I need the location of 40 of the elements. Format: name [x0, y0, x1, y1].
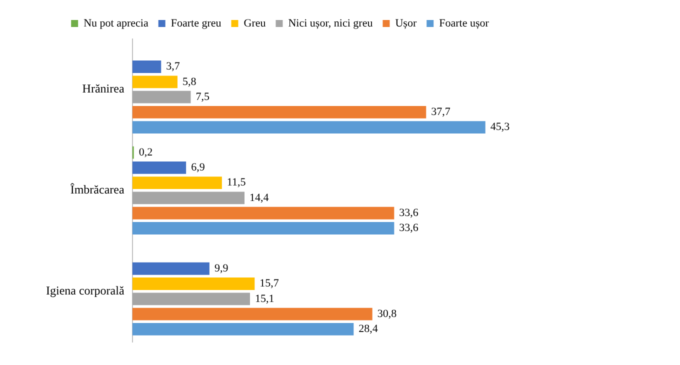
bar [132, 106, 426, 118]
bar [132, 322, 354, 336]
data-label: 3,7 [166, 60, 180, 73]
data-label: 7,5 [196, 90, 210, 103]
data-label: 11,5 [226, 176, 246, 189]
bar [132, 222, 394, 234]
data-label: 33,6 [399, 222, 419, 234]
legend-label: Ușor [395, 17, 417, 30]
legend-label: Nu pot aprecia [84, 17, 148, 30]
legend-label: Foarte greu [170, 17, 222, 30]
bar [132, 206, 394, 220]
data-label: 6,9 [191, 162, 206, 174]
data-label: 33,6 [399, 207, 419, 219]
bar [132, 60, 162, 73]
data-label: 28,4 [358, 323, 378, 336]
data-label: 14,4 [250, 192, 270, 204]
bar [132, 278, 255, 290]
legend-label: Nici ușor, nici greu [288, 17, 374, 30]
data-label: 37,7 [431, 106, 451, 118]
data-label: 45,3 [490, 121, 510, 134]
bar [132, 121, 486, 134]
bar [132, 308, 372, 320]
data-label: 9,9 [214, 262, 229, 275]
bar [132, 192, 245, 204]
data-label: 0,2 [138, 146, 153, 158]
bar [132, 161, 186, 174]
data-label: 15,1 [254, 292, 274, 305]
bar [132, 262, 210, 275]
bar [132, 76, 178, 88]
data-label: 5,8 [182, 76, 197, 88]
legend-label: Greu [244, 17, 266, 30]
bar [132, 176, 222, 190]
data-label: 30,8 [377, 308, 398, 320]
data-label: 15,7 [260, 278, 280, 290]
y-tick-label: Igiena corporală [46, 283, 125, 298]
bar [132, 90, 191, 104]
y-tick-label: Hrănirea [82, 82, 125, 96]
y-tick-label: Îmbrăcarea [70, 182, 125, 197]
legend-label: Foarte ușor [439, 17, 490, 30]
bar [132, 292, 250, 306]
